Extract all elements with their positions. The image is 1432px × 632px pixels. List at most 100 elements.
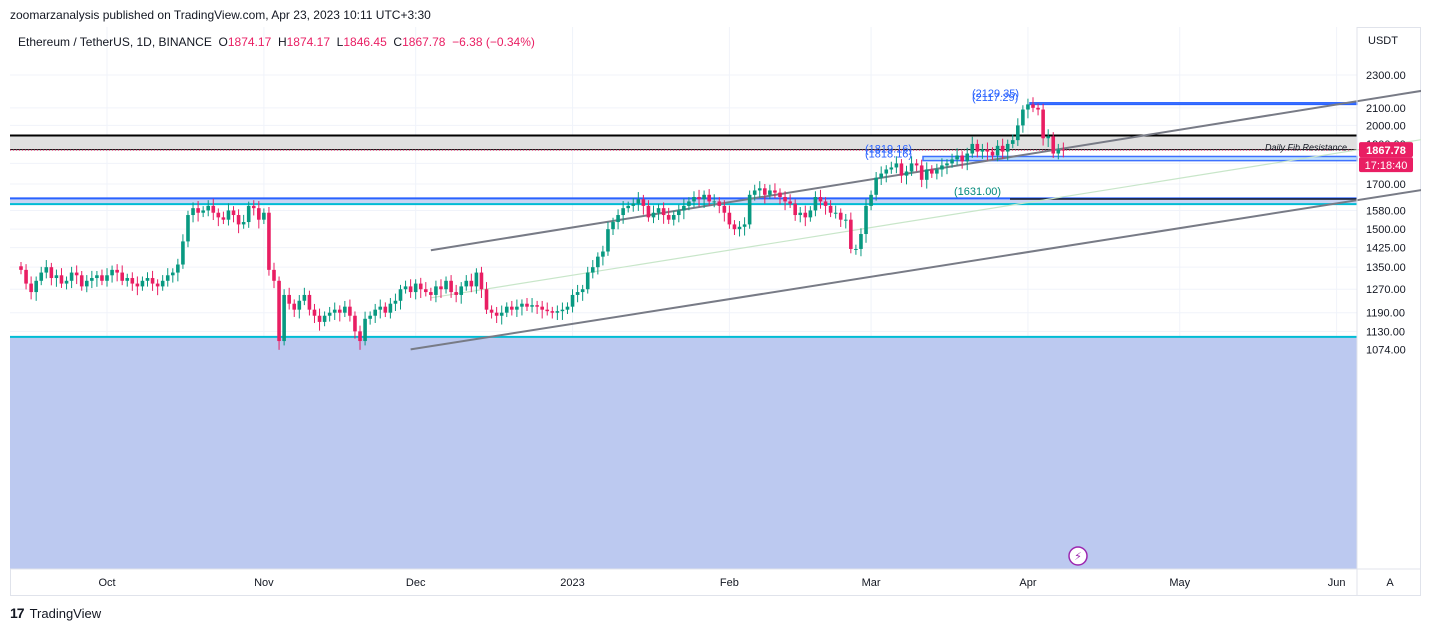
candle-body[interactable] bbox=[793, 203, 797, 216]
candle-body[interactable] bbox=[19, 266, 23, 270]
candle-body[interactable] bbox=[337, 309, 342, 313]
candle-body[interactable] bbox=[221, 217, 226, 220]
candle-body[interactable] bbox=[732, 224, 737, 230]
candle-body[interactable] bbox=[590, 267, 595, 273]
candle-body[interactable] bbox=[545, 309, 550, 312]
candle-body[interactable] bbox=[606, 229, 610, 252]
candle-body[interactable] bbox=[69, 272, 74, 281]
tradingview-footer[interactable]: 17 TradingView bbox=[10, 605, 101, 621]
candle-body[interactable] bbox=[322, 315, 327, 322]
candle-body[interactable] bbox=[530, 305, 534, 307]
candle-body[interactable] bbox=[434, 286, 438, 295]
candle-body[interactable] bbox=[727, 212, 732, 225]
candle-body[interactable] bbox=[1016, 125, 1020, 141]
price-chart[interactable]: Daily Fib Resistance (2117.29)(2129.35) (1… bbox=[10, 27, 1421, 596]
candle-body[interactable] bbox=[418, 283, 423, 290]
candle-body[interactable] bbox=[459, 286, 464, 295]
candle-body[interactable] bbox=[145, 278, 150, 281]
candle-body[interactable] bbox=[737, 226, 742, 230]
candle-body[interactable] bbox=[1056, 149, 1061, 154]
candle-body[interactable] bbox=[494, 312, 499, 316]
candle-body[interactable] bbox=[272, 269, 276, 281]
auto-scale-button[interactable]: A bbox=[1386, 577, 1394, 589]
candle-body[interactable] bbox=[909, 163, 914, 172]
candle-body[interactable] bbox=[429, 292, 433, 295]
candle-body[interactable] bbox=[54, 275, 59, 279]
candle-body[interactable] bbox=[79, 275, 84, 287]
candle-body[interactable] bbox=[975, 143, 980, 152]
candle-body[interactable] bbox=[1026, 104, 1030, 110]
candle-body[interactable] bbox=[515, 306, 519, 310]
candle-body[interactable] bbox=[403, 286, 408, 290]
candle-body[interactable] bbox=[843, 219, 848, 221]
candle-body[interactable] bbox=[702, 194, 706, 200]
candle-body[interactable] bbox=[510, 306, 514, 310]
candle-body[interactable] bbox=[965, 153, 970, 162]
candle-body[interactable] bbox=[181, 241, 185, 265]
candle-body[interactable] bbox=[763, 188, 767, 195]
candle-body[interactable] bbox=[64, 280, 69, 284]
candle-body[interactable] bbox=[499, 312, 504, 316]
candle-body[interactable] bbox=[1051, 136, 1056, 154]
candle-body[interactable] bbox=[904, 171, 909, 176]
candle-body[interactable] bbox=[196, 208, 200, 213]
candle-body[interactable] bbox=[621, 208, 625, 216]
candle-body[interactable] bbox=[520, 303, 524, 307]
candle-body[interactable] bbox=[773, 190, 777, 193]
candle-body[interactable] bbox=[808, 210, 813, 218]
candle-body[interactable] bbox=[752, 190, 757, 195]
candle-body[interactable] bbox=[950, 159, 954, 164]
candle-body[interactable] bbox=[287, 294, 291, 304]
candle-body[interactable] bbox=[332, 309, 337, 313]
candle-body[interactable] bbox=[1021, 109, 1025, 126]
candle-body[interactable] bbox=[717, 201, 722, 206]
candle-body[interactable] bbox=[585, 272, 590, 290]
candle-body[interactable] bbox=[697, 196, 701, 200]
candle-body[interactable] bbox=[985, 149, 990, 152]
candle-body[interactable] bbox=[348, 306, 352, 316]
candle-body[interactable] bbox=[626, 205, 630, 209]
candle-body[interactable] bbox=[449, 280, 453, 293]
candle-body[interactable] bbox=[29, 283, 33, 293]
candle-body[interactable] bbox=[864, 205, 868, 235]
candle-body[interactable] bbox=[176, 264, 180, 273]
candle-body[interactable] bbox=[1031, 104, 1035, 108]
candle-body[interactable] bbox=[813, 196, 818, 211]
candle-body[interactable] bbox=[484, 289, 489, 310]
candle-body[interactable] bbox=[666, 215, 671, 220]
candle-body[interactable] bbox=[919, 165, 924, 180]
candle-body[interactable] bbox=[226, 210, 231, 220]
candle-body[interactable] bbox=[84, 280, 89, 287]
candle-body[interactable] bbox=[945, 163, 949, 166]
candle-body[interactable] bbox=[363, 318, 367, 342]
candle-body[interactable] bbox=[687, 201, 691, 206]
candle-body[interactable] bbox=[935, 169, 939, 174]
candle-body[interactable] bbox=[368, 315, 372, 319]
candle-body[interactable] bbox=[120, 272, 124, 281]
candle-body[interactable] bbox=[899, 163, 904, 176]
candle-body[interactable] bbox=[191, 208, 195, 216]
candle-body[interactable] bbox=[596, 256, 600, 268]
candle-body[interactable] bbox=[135, 283, 140, 287]
candle-body[interactable] bbox=[641, 199, 646, 206]
candle-body[interactable] bbox=[454, 292, 458, 295]
candle-body[interactable] bbox=[95, 275, 99, 279]
candle-body[interactable] bbox=[707, 194, 711, 202]
candle-body[interactable] bbox=[570, 294, 575, 307]
candle-body[interactable] bbox=[560, 309, 565, 312]
candle-body[interactable] bbox=[914, 163, 919, 166]
candle-body[interactable] bbox=[889, 167, 894, 170]
candle-body[interactable] bbox=[59, 275, 64, 284]
time-axis[interactable]: Oct Nov Dec 2023 Feb Mar Apr May Jun A bbox=[98, 577, 1394, 589]
candle-body[interactable] bbox=[960, 155, 964, 162]
candle-body[interactable] bbox=[874, 177, 878, 195]
candle-body[interactable] bbox=[388, 303, 393, 313]
candle-body[interactable] bbox=[262, 212, 266, 220]
candle-body[interactable] bbox=[439, 286, 443, 290]
candle-body[interactable] bbox=[110, 269, 114, 276]
candle-body[interactable] bbox=[257, 208, 261, 220]
candle-body[interactable] bbox=[297, 300, 302, 310]
candle-body[interactable] bbox=[565, 306, 570, 310]
candle-body[interactable] bbox=[661, 208, 666, 216]
candle-body[interactable] bbox=[504, 306, 509, 313]
